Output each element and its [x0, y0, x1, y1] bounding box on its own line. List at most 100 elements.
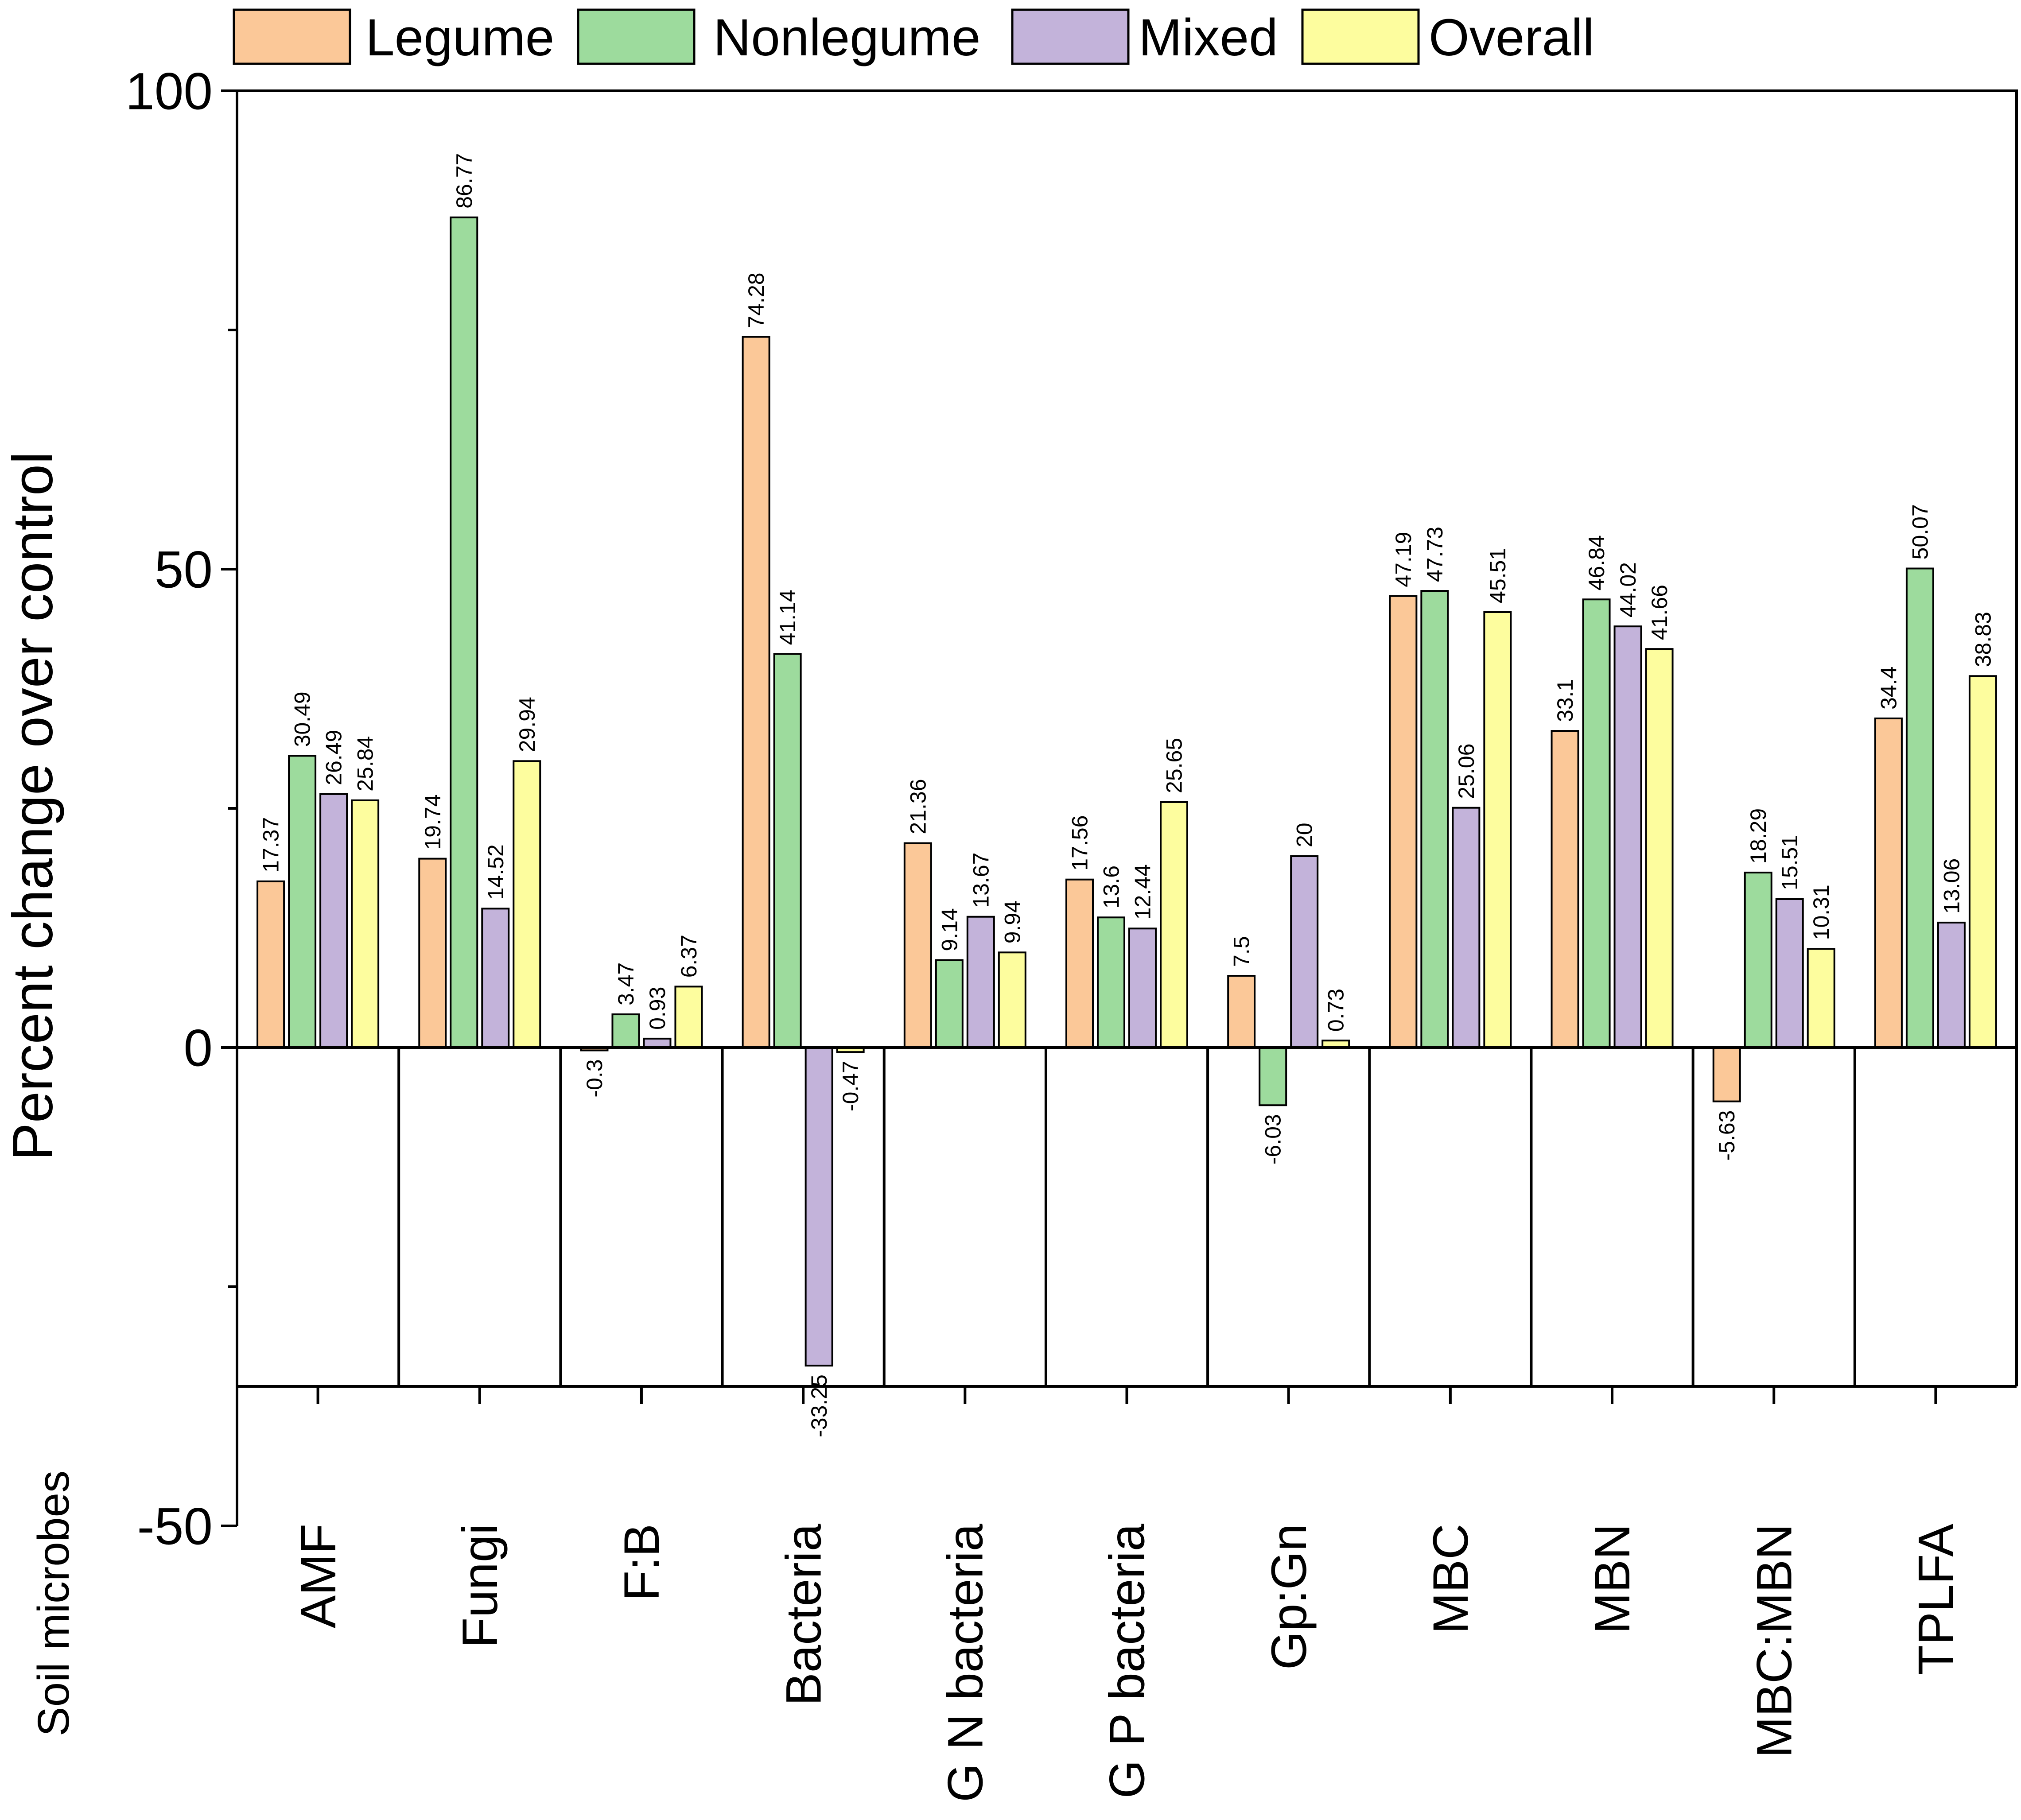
bar	[935, 959, 964, 1048]
legend: Legume Nonlegume Mixed Overall	[233, 8, 1594, 67]
x-tick-label: Bacteria	[776, 1523, 831, 1706]
bar	[1645, 648, 1674, 1049]
bar	[1582, 598, 1611, 1048]
x-tick-label: F:B	[614, 1524, 669, 1601]
axes-frame	[236, 89, 2018, 1526]
y-axis: -50 0 50 100	[125, 62, 237, 1556]
data-label: 17.37	[259, 817, 284, 873]
bar	[1128, 927, 1157, 1048]
bar	[1968, 675, 1997, 1048]
bar	[998, 951, 1026, 1048]
legend-label: Overall	[1429, 8, 1594, 67]
data-label: 0.93	[645, 987, 670, 1030]
bar	[674, 986, 703, 1048]
bar	[805, 1047, 833, 1367]
bar	[1937, 921, 1966, 1049]
x-tick-label: Gp:Gn	[1261, 1524, 1317, 1670]
data-label: -0.47	[838, 1061, 863, 1111]
x-tick-label: AMF	[291, 1524, 346, 1628]
legend-label: Legume	[365, 8, 554, 67]
data-label: -5.63	[1714, 1110, 1739, 1161]
data-label: 34.4	[1876, 667, 1901, 710]
legend-label: Mixed	[1139, 8, 1278, 67]
bar	[1712, 1047, 1741, 1102]
bar	[643, 1037, 672, 1049]
bar	[1483, 611, 1512, 1048]
bar	[742, 336, 770, 1048]
data-label: 10.31	[1809, 885, 1834, 940]
data-label: 41.14	[775, 590, 800, 645]
data-label: 25.65	[1162, 738, 1187, 793]
x-tick-label: G P bacteria	[1100, 1523, 1155, 1798]
x-axis-section-label: Soil microbes	[29, 1471, 78, 1736]
x-tick-label: Fungi	[452, 1524, 508, 1648]
data-label: 30.49	[290, 691, 315, 747]
data-label: 47.19	[1391, 532, 1416, 587]
data-labels: 17.37 30.49 26.49 25.84 19.74 86.77 14.52 29.94…	[259, 153, 1996, 1437]
legend-swatch	[233, 8, 351, 65]
y-axis-label: Percent change over control	[1, 452, 65, 1161]
bar	[351, 799, 380, 1048]
data-label: -0.3	[582, 1059, 607, 1097]
data-label: 38.83	[1970, 612, 1995, 667]
bar	[418, 858, 447, 1048]
x-tick-label: TPLFA	[1908, 1524, 1964, 1676]
data-label: 46.84	[1584, 535, 1609, 590]
data-label: -6.03	[1261, 1114, 1286, 1164]
data-label: 13.06	[1939, 858, 1964, 914]
bar	[1807, 948, 1835, 1048]
y-tick-label: 100	[125, 62, 213, 120]
legend-swatch	[577, 8, 696, 65]
bar	[1744, 871, 1772, 1049]
data-label: 19.74	[420, 794, 445, 850]
legend-swatch	[1011, 8, 1130, 65]
bar	[1389, 595, 1418, 1049]
bar	[1290, 855, 1319, 1048]
y-tick-label: -50	[137, 1497, 213, 1556]
data-label: 0.73	[1324, 989, 1349, 1032]
bar	[966, 916, 995, 1049]
x-tick-label: MBN	[1585, 1524, 1640, 1634]
data-label: 47.73	[1422, 527, 1447, 582]
data-label: 45.51	[1485, 548, 1510, 603]
bar	[1259, 1047, 1287, 1106]
data-label: 29.94	[515, 697, 540, 752]
data-label: 9.94	[1000, 900, 1025, 943]
bar	[288, 755, 317, 1048]
bar	[1452, 807, 1481, 1048]
bar	[1905, 567, 1934, 1048]
data-label: 12.44	[1131, 864, 1155, 920]
data-label: 9.14	[937, 908, 962, 951]
bar	[450, 216, 478, 1049]
data-label: 26.49	[322, 730, 346, 785]
bar	[1775, 898, 1804, 1048]
data-label: 13.6	[1099, 865, 1124, 908]
data-label: 20	[1292, 823, 1317, 847]
data-label: 74.28	[744, 272, 769, 328]
bar	[513, 760, 541, 1048]
legend-label: Nonlegume	[713, 8, 980, 67]
data-label: 21.36	[906, 779, 930, 834]
data-label: 33.1	[1553, 679, 1578, 722]
data-label: 18.29	[1746, 808, 1771, 864]
bar	[1551, 730, 1579, 1049]
x-axis: AMF Fungi F:B Bacteria G N bacteria G P bacte…	[291, 1386, 1964, 1802]
bar	[1613, 625, 1642, 1048]
x-tick-label: G N bacteria	[938, 1523, 993, 1802]
data-label: 44.02	[1616, 562, 1640, 617]
x-tick-label: MBC:MBN	[1746, 1524, 1802, 1758]
bar	[611, 1013, 640, 1049]
bar	[319, 793, 348, 1049]
data-label: 25.84	[353, 736, 378, 792]
bar	[1227, 975, 1256, 1048]
data-label: -33.25	[807, 1374, 832, 1437]
bar	[903, 842, 932, 1049]
bar	[1160, 801, 1188, 1048]
data-label: 17.56	[1068, 815, 1092, 871]
data-label: 13.67	[968, 853, 993, 908]
data-label: 3.47	[614, 962, 638, 1005]
data-label: 15.51	[1777, 835, 1802, 890]
y-tick-label: 0	[183, 1019, 213, 1077]
bar	[1420, 590, 1449, 1048]
data-label: 14.52	[483, 844, 508, 900]
